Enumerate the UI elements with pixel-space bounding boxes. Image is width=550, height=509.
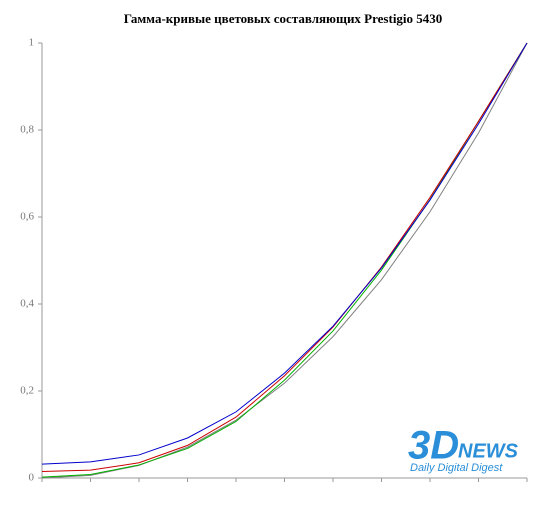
series-line	[41, 42, 528, 478]
y-tick-label: 0,4	[20, 298, 34, 310]
chart-title: Гамма-кривые цветовых составляющих Prest…	[124, 11, 443, 26]
y-tick-label: 0,2	[20, 385, 34, 397]
series-line	[41, 42, 528, 465]
series-line	[41, 42, 528, 472]
logo-accent: NEWS	[458, 440, 519, 462]
series-line	[41, 42, 528, 479]
logo-main: 3D	[408, 424, 459, 468]
y-tick-label: 0,6	[20, 211, 34, 223]
logo: 3D NEWS Daily Digital Digest	[408, 424, 519, 474]
y-tick-label: 0	[29, 472, 35, 484]
y-tick-label: 1	[29, 37, 35, 49]
logo-tagline: Daily Digital Digest	[410, 462, 503, 474]
y-tick-label: 0,8	[20, 124, 34, 136]
